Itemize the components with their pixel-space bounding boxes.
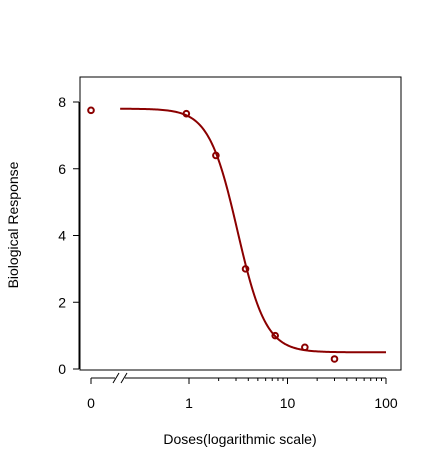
data-point xyxy=(182,109,191,118)
axis-break-mark xyxy=(120,372,128,384)
x-tick-label: 1 xyxy=(185,395,193,411)
plot-frame xyxy=(79,76,402,371)
data-point xyxy=(212,151,220,160)
data-point xyxy=(301,343,309,352)
axis-break-mark xyxy=(112,372,120,384)
y-tick-label: 8 xyxy=(58,94,66,110)
x-tick-label: 0 xyxy=(87,395,95,411)
x-axis-label: Doses(logarithmic scale) xyxy=(163,431,316,447)
y-tick-label: 0 xyxy=(58,361,66,377)
y-tick-label: 4 xyxy=(58,228,66,244)
x-tick-label: 10 xyxy=(280,395,296,411)
y-tick-label: 6 xyxy=(58,161,66,177)
data-point xyxy=(241,265,250,273)
x-axis: 0 1 10 100 xyxy=(87,372,398,411)
y-axis: 0 2 4 6 8 xyxy=(58,94,80,377)
y-axis-label: Biological Response xyxy=(5,161,21,288)
data-point xyxy=(87,106,95,115)
x-tick-label: 100 xyxy=(374,395,398,411)
y-tick-label: 2 xyxy=(58,294,66,310)
data-point xyxy=(330,355,339,363)
data-point xyxy=(271,331,279,340)
fitted-curve xyxy=(120,107,387,354)
series-layer xyxy=(87,106,387,363)
